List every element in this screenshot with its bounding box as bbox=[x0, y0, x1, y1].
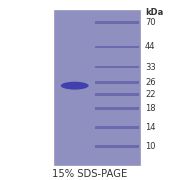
Text: 33: 33 bbox=[145, 63, 156, 72]
Text: 70: 70 bbox=[145, 18, 156, 27]
Text: 10: 10 bbox=[145, 142, 155, 151]
Bar bbox=[95, 93, 139, 96]
Text: 22: 22 bbox=[145, 90, 155, 99]
Bar bbox=[95, 21, 139, 24]
Ellipse shape bbox=[61, 82, 89, 90]
FancyBboxPatch shape bbox=[54, 10, 140, 165]
Text: 18: 18 bbox=[145, 104, 156, 113]
Bar bbox=[95, 66, 139, 68]
Bar bbox=[95, 145, 139, 148]
Bar bbox=[95, 107, 139, 110]
Text: 14: 14 bbox=[145, 123, 155, 132]
Text: 15% SDS-PAGE: 15% SDS-PAGE bbox=[52, 169, 128, 179]
Text: 26: 26 bbox=[145, 78, 156, 87]
Text: kDa: kDa bbox=[145, 8, 163, 17]
Bar bbox=[95, 81, 139, 84]
Text: 44: 44 bbox=[145, 42, 155, 51]
Bar bbox=[95, 46, 139, 48]
Bar bbox=[95, 126, 139, 129]
